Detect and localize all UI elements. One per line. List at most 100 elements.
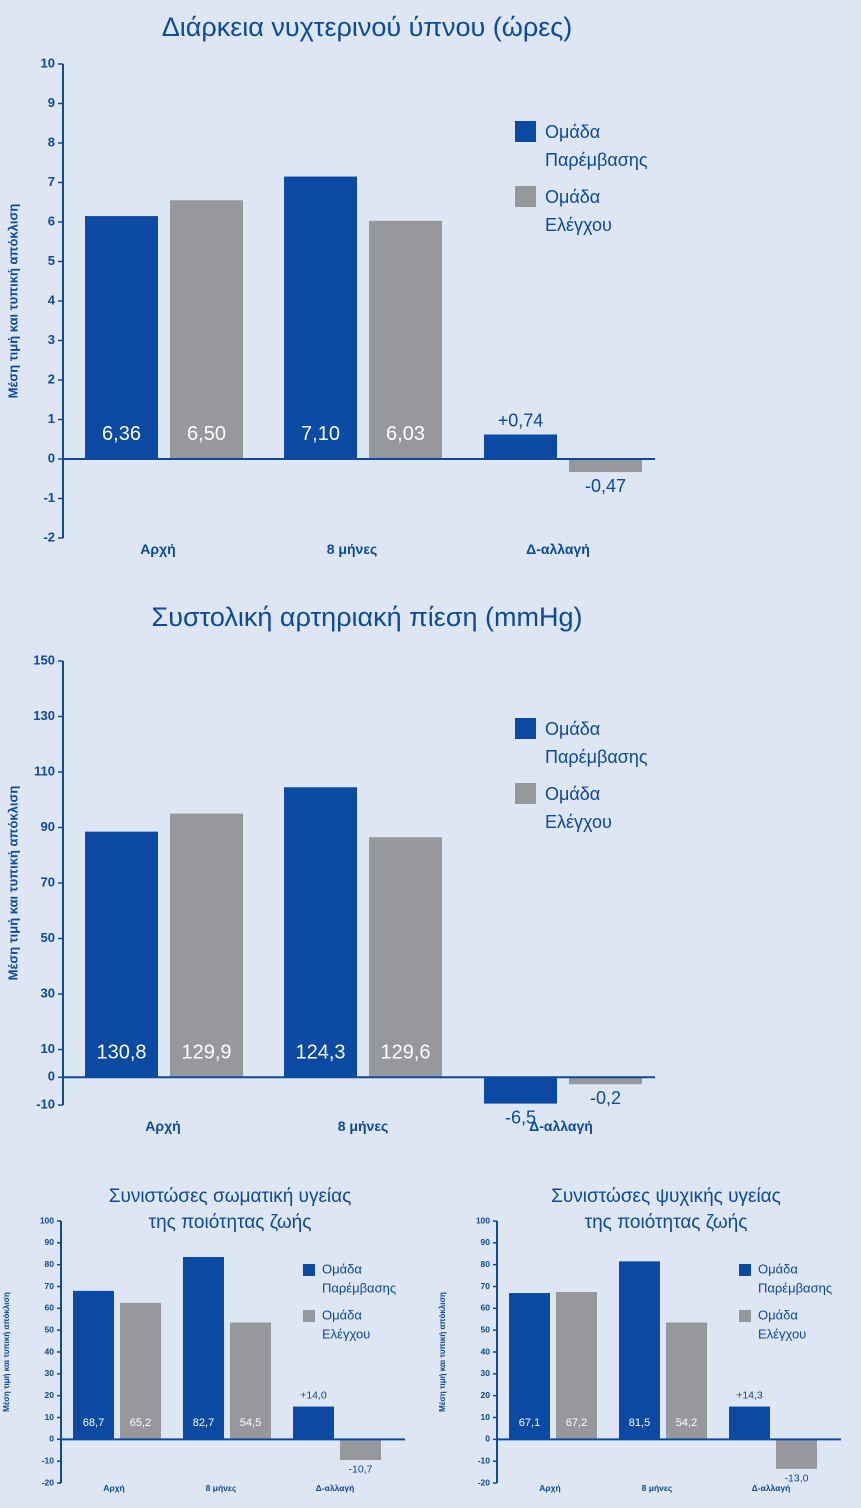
- intervention-bar: [729, 1406, 770, 1440]
- y-tick-label: 0: [49, 1434, 54, 1444]
- control-bar: [569, 459, 642, 473]
- y-tick-label: 10: [41, 1041, 55, 1056]
- change-value-label: -10,7: [349, 1464, 373, 1476]
- category-label: 8 μήνες: [642, 1483, 673, 1493]
- systolic-pressure-chart: Συστολική αρτηριακή πίεση (mmHg) Μέση τιμ…: [5, 602, 655, 1134]
- control-legend-label: Ελέγχου: [545, 215, 612, 235]
- control-legend-swatch: [515, 186, 536, 207]
- change-value-label: +14,0: [300, 1390, 327, 1402]
- intervention-bar: [293, 1406, 334, 1440]
- category-label: Αρχή: [145, 1118, 180, 1134]
- y-tick-label: 20: [45, 1390, 55, 1400]
- y-tick-label: 40: [45, 1346, 55, 1356]
- intervention-bar: [284, 176, 357, 459]
- chart-title: της ποιότητας ζωής: [585, 1212, 748, 1233]
- control-bar: [170, 813, 243, 1078]
- control-legend-swatch: [303, 1310, 315, 1322]
- intervention-bar: [73, 1290, 114, 1440]
- bar-value-label: 54,5: [240, 1417, 261, 1429]
- chart-title: Συστολική αρτηριακή πίεση (mmHg): [152, 602, 583, 632]
- y-tick-label: 1: [48, 411, 55, 426]
- y-tick-label: 110: [34, 763, 55, 778]
- intervention-bar: [85, 831, 158, 1078]
- bar-value-label: 7,10: [301, 423, 340, 445]
- y-tick-label: 9: [48, 95, 55, 110]
- intervention-bar: [284, 787, 357, 1078]
- bar-value-label: 129,6: [380, 1041, 430, 1063]
- change-value-label: +14,3: [736, 1390, 763, 1402]
- control-legend-label: Ελέγχου: [758, 1327, 806, 1342]
- y-tick-label: 70: [481, 1281, 491, 1291]
- change-value-label: -0,47: [585, 476, 626, 496]
- intervention-bar: [484, 1077, 557, 1104]
- category-label: Δ-αλλαγή: [752, 1483, 791, 1493]
- y-tick-label: 5: [48, 253, 55, 268]
- mental-health-chart: Συνιστώσες ψυχικής υγείας της ποιότητας ζ…: [438, 1186, 841, 1493]
- bar-value-label: 67,2: [566, 1417, 587, 1429]
- y-axis-label: Μέση τιμή και τυπική απόκλιση: [5, 204, 20, 399]
- y-tick-label: 0: [485, 1434, 490, 1444]
- intervention-legend-label: Ομάδα: [545, 122, 600, 142]
- y-tick-label: 90: [481, 1237, 491, 1247]
- control-legend-label: Ομάδα: [322, 1308, 362, 1323]
- y-tick-label: 130: [33, 708, 55, 723]
- y-tick-label: 10: [45, 1412, 55, 1422]
- y-tick-label: 60: [45, 1303, 55, 1313]
- y-tick-label: 2: [48, 371, 55, 386]
- y-tick-label: 100: [40, 1215, 54, 1225]
- y-tick-label: 60: [481, 1303, 491, 1313]
- category-label: Αρχή: [140, 541, 175, 557]
- y-tick-label: -10: [36, 1096, 55, 1111]
- intervention-bar: [85, 216, 158, 459]
- y-tick-label: -10: [42, 1455, 55, 1465]
- category-label: 8 μήνες: [327, 541, 378, 557]
- y-tick-label: 8: [48, 134, 55, 149]
- y-tick-label: 7: [48, 174, 55, 189]
- intervention-legend-swatch: [739, 1264, 751, 1276]
- y-tick-label: 80: [45, 1259, 55, 1269]
- bar-value-label: 6,36: [102, 423, 141, 445]
- y-tick-label: 70: [45, 1281, 55, 1291]
- intervention-legend-swatch: [303, 1264, 315, 1276]
- bar-value-label: 68,7: [83, 1417, 104, 1429]
- change-value-label: -13,0: [785, 1472, 809, 1484]
- category-label: Αρχή: [103, 1483, 124, 1493]
- intervention-legend-label: Παρέμβασης: [545, 150, 648, 170]
- category-label: Δ-αλλαγή: [316, 1483, 355, 1493]
- y-tick-label: 50: [45, 1324, 55, 1334]
- category-label: 8 μήνες: [338, 1118, 389, 1134]
- intervention-legend-label: Ομάδα: [545, 719, 600, 739]
- control-legend-label: Ομάδα: [545, 187, 600, 207]
- y-tick-label: 6: [48, 213, 55, 228]
- control-legend-label: Ομάδα: [545, 784, 600, 804]
- y-tick-label: 90: [45, 1237, 55, 1247]
- y-tick-label: -10: [478, 1455, 491, 1465]
- y-tick-label: 10: [481, 1412, 491, 1422]
- control-bar: [556, 1291, 597, 1440]
- chart-title: Συνιστώσες σωματική υγείας: [109, 1186, 352, 1207]
- intervention-legend-swatch: [515, 121, 536, 142]
- control-bar: [369, 837, 442, 1078]
- intervention-legend-swatch: [515, 718, 536, 739]
- bar-value-label: 6,50: [187, 423, 226, 445]
- y-tick-label: 90: [41, 819, 55, 834]
- physical-health-chart: Συνιστώσες σωματική υγείας της ποιότητας …: [2, 1186, 405, 1493]
- intervention-legend-label: Ομάδα: [758, 1262, 798, 1277]
- control-bar: [369, 220, 442, 459]
- bar-value-label: 67,1: [519, 1417, 540, 1429]
- intervention-legend-label: Παρέμβασης: [322, 1281, 396, 1296]
- y-tick-label: 30: [481, 1368, 491, 1378]
- y-axis-label: Μέση τιμή και τυπική απόκλιση: [2, 1292, 11, 1412]
- control-bar: [340, 1439, 381, 1461]
- bar-value-label: 6,03: [386, 423, 425, 445]
- y-tick-label: -20: [478, 1477, 491, 1487]
- y-tick-label: 30: [45, 1368, 55, 1378]
- control-legend-label: Ομάδα: [758, 1308, 798, 1323]
- bar-value-label: 81,5: [629, 1417, 650, 1429]
- control-bar: [776, 1439, 817, 1469]
- intervention-bar: [484, 434, 557, 459]
- y-tick-label: 100: [476, 1215, 490, 1225]
- change-value-label: +0,74: [498, 411, 544, 431]
- y-axis-label: Μέση τιμή και τυπική απόκλιση: [5, 786, 20, 981]
- bar-value-label: 82,7: [193, 1417, 214, 1429]
